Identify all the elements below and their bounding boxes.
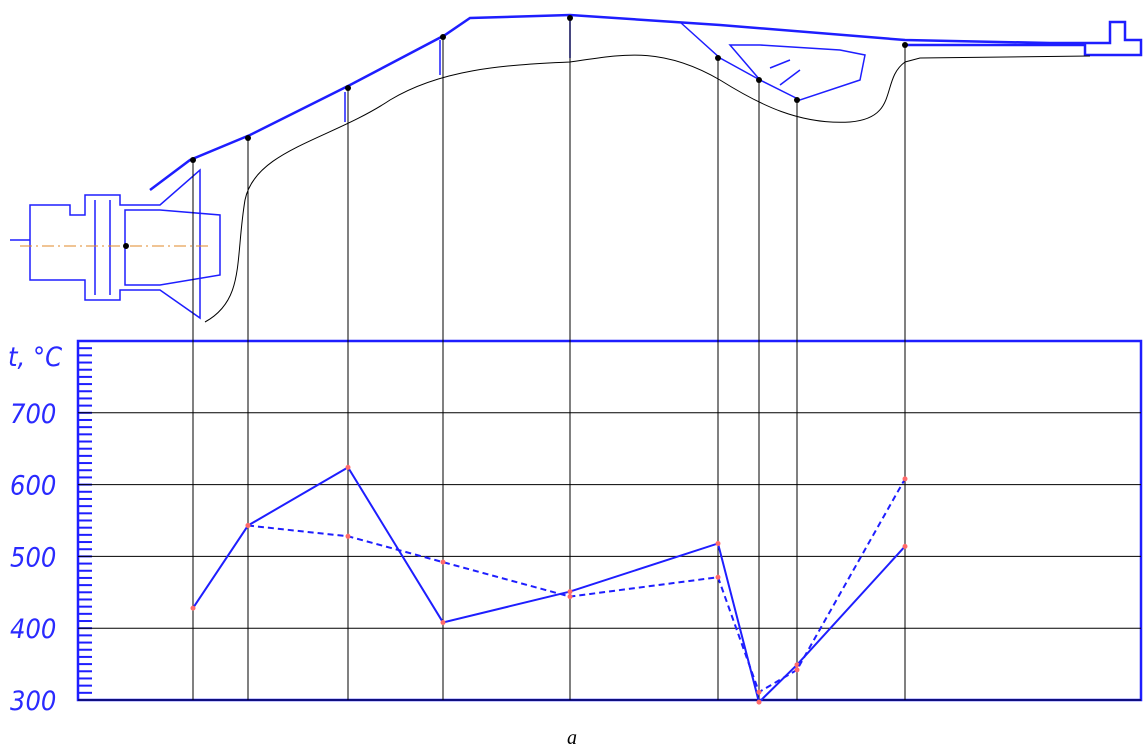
point xyxy=(794,662,800,668)
series-line xyxy=(247,478,906,694)
y-axis-label: t, °C xyxy=(8,342,62,373)
point xyxy=(715,540,721,546)
point xyxy=(567,594,573,600)
y-tick-label: 300 xyxy=(10,686,56,717)
point xyxy=(245,523,251,529)
plot-frame xyxy=(76,339,1143,702)
point xyxy=(902,543,908,549)
point xyxy=(794,667,800,673)
y-tick-label: 600 xyxy=(10,471,56,502)
point xyxy=(190,605,196,611)
point xyxy=(902,476,908,482)
point xyxy=(756,699,762,705)
point xyxy=(345,464,351,470)
point xyxy=(756,689,762,695)
point xyxy=(345,533,351,539)
point xyxy=(567,589,573,595)
caption: a xyxy=(567,727,577,749)
point xyxy=(715,574,721,580)
y-tick-label: 500 xyxy=(10,542,56,573)
engine-drawing xyxy=(10,13,1143,323)
y-tick-label: 700 xyxy=(10,399,56,430)
point xyxy=(440,619,446,625)
point xyxy=(440,559,446,565)
y-tick-label: 400 xyxy=(10,614,56,645)
